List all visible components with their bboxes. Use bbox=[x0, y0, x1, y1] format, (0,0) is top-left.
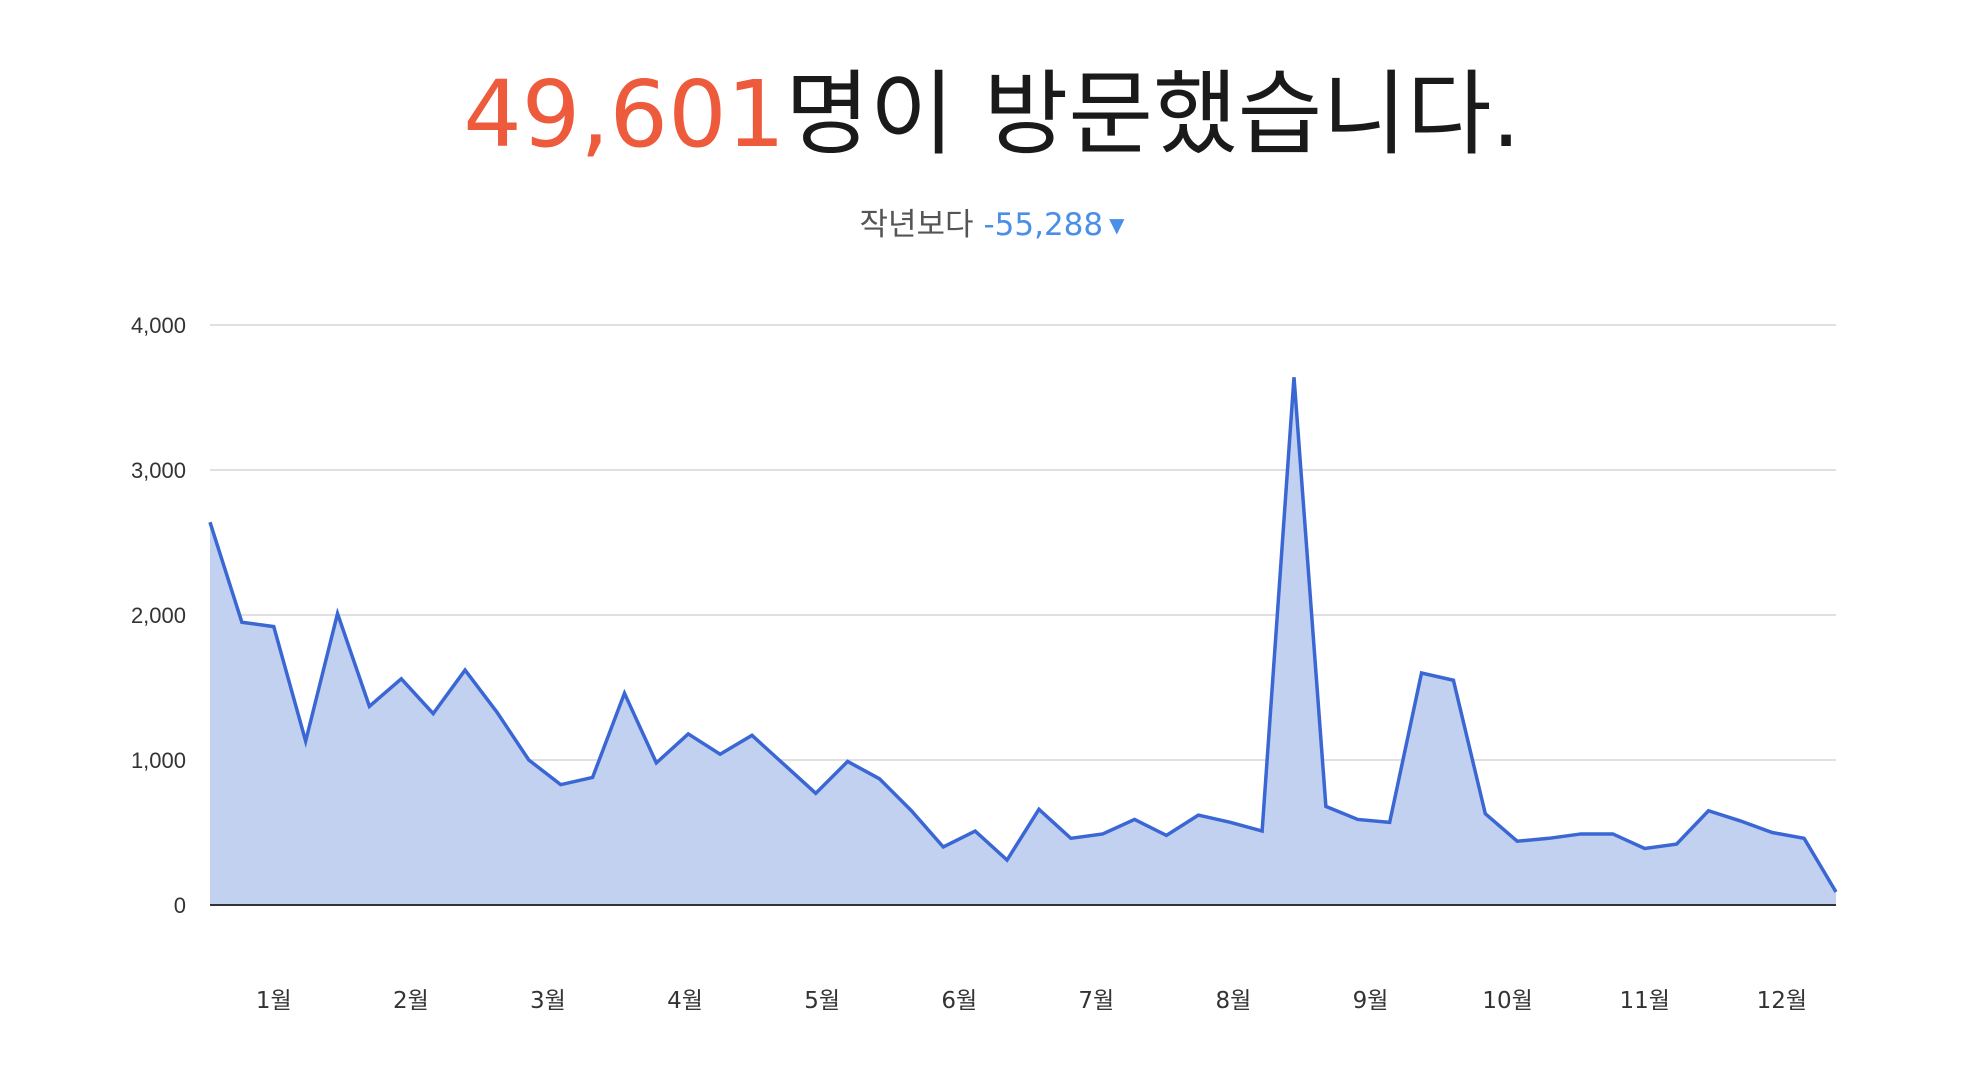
x-axis-labels: 1월 2월 3월 4월 5월 6월 7월 8월 9월 10월 11월 12월 bbox=[256, 988, 1807, 1014]
year-comparison: 작년보다 -55,288 ▼ bbox=[0, 203, 1984, 247]
y-tick-label: 0 bbox=[174, 893, 186, 918]
x-tick-label: 10월 bbox=[1482, 988, 1532, 1014]
visitor-suffix: 명이 방문했습니다. bbox=[785, 61, 1521, 168]
compare-label: 작년보다 bbox=[859, 207, 974, 243]
x-tick-label: 5월 bbox=[804, 988, 840, 1014]
x-tick-label: 3월 bbox=[530, 988, 566, 1014]
x-tick-label: 12월 bbox=[1757, 988, 1807, 1014]
y-tick-label: 3,000 bbox=[131, 458, 186, 483]
x-tick-label: 1월 bbox=[256, 988, 292, 1014]
down-triangle-icon: ▼ bbox=[1109, 213, 1125, 237]
y-axis-labels: 0 1,000 2,000 3,000 4,000 bbox=[131, 313, 186, 918]
x-tick-label: 9월 bbox=[1353, 988, 1389, 1014]
y-tick-label: 1,000 bbox=[131, 748, 186, 773]
visitor-count: 49,601 bbox=[463, 61, 786, 168]
x-tick-label: 2월 bbox=[393, 988, 429, 1014]
x-tick-label: 7월 bbox=[1078, 988, 1114, 1014]
x-tick-label: 11월 bbox=[1619, 988, 1669, 1014]
visitor-area-fill bbox=[210, 377, 1836, 905]
x-tick-label: 8월 bbox=[1216, 988, 1252, 1014]
x-tick-label: 6월 bbox=[941, 988, 977, 1014]
y-tick-label: 4,000 bbox=[131, 313, 186, 338]
visitor-series-line bbox=[208, 377, 1838, 893]
y-tick-label: 2,000 bbox=[131, 603, 186, 628]
x-tick-label: 4월 bbox=[667, 988, 703, 1014]
visitor-headline: 49,601명이 방문했습니다. bbox=[0, 60, 1984, 170]
compare-value: -55,288 bbox=[983, 207, 1104, 243]
